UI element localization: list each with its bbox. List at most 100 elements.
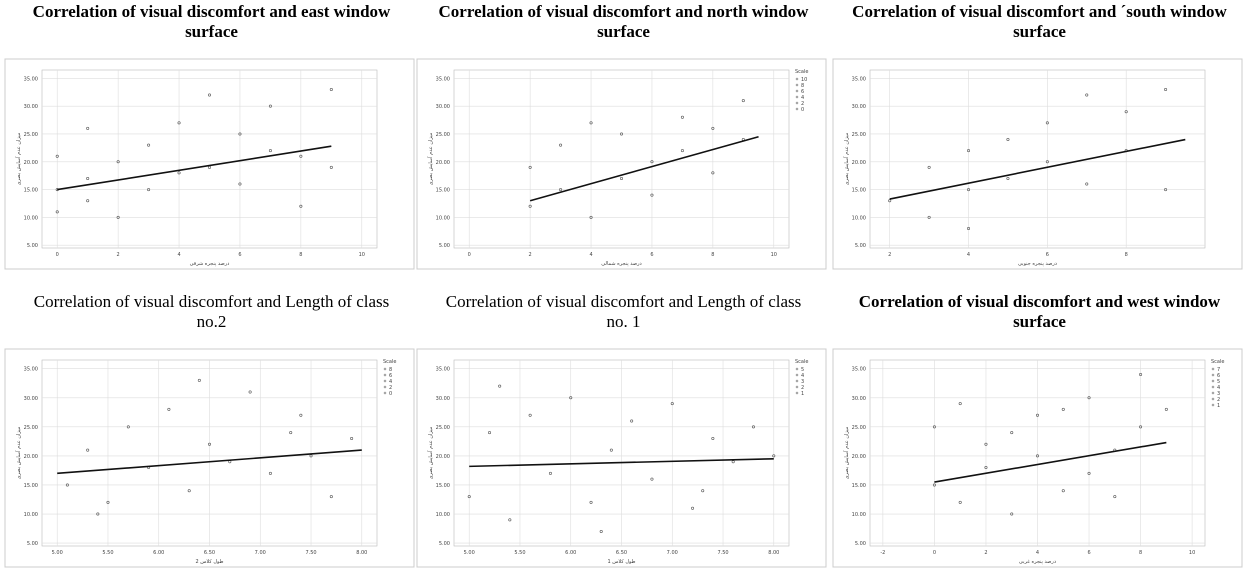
y-tick-label: 35.00 — [852, 367, 866, 373]
panel: Correlation of visual discomfort and eas… — [4, 2, 419, 270]
x-tick-label: 8.00 — [768, 550, 779, 556]
y-tick-label: 20.00 — [436, 160, 450, 166]
y-tick-label: 25.00 — [436, 132, 450, 138]
x-tick-label: 8 — [1139, 550, 1142, 556]
panel-title: Correlation of visual discomfort and Len… — [416, 292, 831, 336]
y-axis-label: میزان عدم آسایش بصری — [15, 426, 22, 479]
y-tick-label: 30.00 — [852, 396, 866, 402]
x-tick-label: 4 — [177, 252, 180, 258]
y-axis-label: میزان عدم آسایش بصری — [427, 132, 434, 185]
x-tick-label: 8.00 — [356, 550, 367, 556]
x-axis-label: طول کلاس 2 — [195, 559, 223, 565]
y-tick-label: 15.00 — [852, 483, 866, 489]
x-tick-label: 7.00 — [255, 550, 266, 556]
panel-title: Correlation of visual discomfort and wes… — [832, 292, 1247, 336]
y-tick-label: 10.00 — [852, 215, 866, 221]
y-tick-label: 25.00 — [24, 425, 38, 431]
x-tick-label: 5.50 — [514, 550, 525, 556]
x-tick-label: 4 — [589, 252, 592, 258]
x-axis-label: درصد پنجره جنوبی — [1018, 261, 1057, 267]
y-tick-label: 10.00 — [24, 512, 38, 518]
figure: Correlation of visual discomfort and eas… — [0, 0, 1247, 562]
x-tick-label: 6.00 — [153, 550, 164, 556]
x-tick-label: 5.50 — [102, 550, 113, 556]
y-tick-label: 5.00 — [855, 541, 866, 547]
y-tick-label: 15.00 — [436, 483, 450, 489]
x-tick-label: 6 — [1087, 550, 1090, 556]
y-tick-label: 25.00 — [852, 132, 866, 138]
x-tick-label: 6.50 — [204, 550, 215, 556]
x-tick-label: 6.00 — [565, 550, 576, 556]
y-tick-label: 10.00 — [436, 512, 450, 518]
x-tick-label: 0 — [56, 252, 59, 258]
legend-item: 1 — [801, 391, 804, 397]
panel: Correlation of visual discomfort and Len… — [4, 292, 419, 568]
panel: Correlation of visual discomfort and nor… — [416, 2, 831, 270]
y-tick-label: 5.00 — [27, 541, 38, 547]
legend-title: Scale — [383, 359, 396, 365]
x-tick-label: 7.50 — [305, 550, 316, 556]
x-tick-label: 2 — [117, 252, 120, 258]
x-tick-label: 4 — [967, 252, 970, 258]
legend-item: 1 — [1217, 403, 1220, 409]
y-tick-label: 20.00 — [24, 454, 38, 460]
y-tick-label: 10.00 — [852, 512, 866, 518]
panel: Correlation of visual discomfort and ´so… — [832, 2, 1247, 270]
y-tick-label: 5.00 — [439, 541, 450, 547]
x-axis-label: درصد پنجره غربی — [1019, 559, 1056, 565]
x-tick-label: 8 — [711, 252, 714, 258]
chart: 5.0010.0015.0020.0025.0030.0035.00-20246… — [832, 348, 1243, 568]
plot-frame — [417, 59, 826, 269]
y-tick-label: 5.00 — [439, 243, 450, 249]
y-tick-label: 25.00 — [852, 425, 866, 431]
y-tick-label: 35.00 — [436, 367, 450, 373]
y-tick-label: 20.00 — [436, 454, 450, 460]
y-tick-label: 5.00 — [855, 243, 866, 249]
x-tick-label: 10 — [359, 252, 365, 258]
chart: 5.0010.0015.0020.0025.0030.0035.00024681… — [4, 58, 415, 270]
x-tick-label: 2 — [888, 252, 891, 258]
plot-frame — [5, 59, 414, 269]
y-tick-label: 30.00 — [24, 396, 38, 402]
x-axis-label: درصد پنجره شرقی — [190, 261, 230, 267]
y-tick-label: 15.00 — [24, 188, 38, 194]
x-tick-label: 2 — [984, 550, 987, 556]
y-tick-label: 25.00 — [24, 132, 38, 138]
y-tick-label: 30.00 — [852, 104, 866, 110]
panel-title: Correlation of visual discomfort and eas… — [4, 2, 419, 46]
y-tick-label: 15.00 — [852, 188, 866, 194]
y-tick-label: 15.00 — [436, 188, 450, 194]
panel: Correlation of visual discomfort and Len… — [416, 292, 831, 568]
panel: Correlation of visual discomfort and wes… — [832, 292, 1247, 568]
y-tick-label: 30.00 — [24, 104, 38, 110]
x-tick-label: 6.50 — [616, 550, 627, 556]
legend-title: Scale — [1211, 359, 1224, 365]
y-tick-label: 20.00 — [24, 160, 38, 166]
x-tick-label: 8 — [299, 252, 302, 258]
x-tick-label: 6 — [238, 252, 241, 258]
x-tick-label: 8 — [1125, 252, 1128, 258]
legend-title: Scale — [795, 359, 808, 365]
y-axis-label: میزان عدم آسایش بصری — [843, 132, 850, 185]
y-tick-label: 20.00 — [852, 454, 866, 460]
y-tick-label: 5.00 — [27, 243, 38, 249]
x-tick-label: 7.00 — [667, 550, 678, 556]
panel-title: Correlation of visual discomfort and ´so… — [832, 2, 1247, 46]
legend-item: 0 — [389, 391, 392, 397]
panel-title: Correlation of visual discomfort and Len… — [4, 292, 419, 336]
x-tick-label: 6 — [650, 252, 653, 258]
y-axis-label: میزان عدم آسایش بصری — [15, 132, 22, 185]
y-tick-label: 35.00 — [24, 367, 38, 373]
chart: 5.0010.0015.0020.0025.0030.0035.002468در… — [832, 58, 1243, 270]
x-tick-label: 6 — [1046, 252, 1049, 258]
x-axis-label: طول کلاس 1 — [607, 559, 635, 565]
y-tick-label: 35.00 — [852, 76, 866, 82]
legend-title: Scale — [795, 69, 808, 75]
y-tick-label: 10.00 — [436, 215, 450, 221]
y-tick-label: 35.00 — [436, 76, 450, 82]
x-tick-label: 4 — [1036, 550, 1039, 556]
x-tick-label: 0 — [933, 550, 936, 556]
y-axis-label: میزان عدم آسایش بصری — [427, 426, 434, 479]
